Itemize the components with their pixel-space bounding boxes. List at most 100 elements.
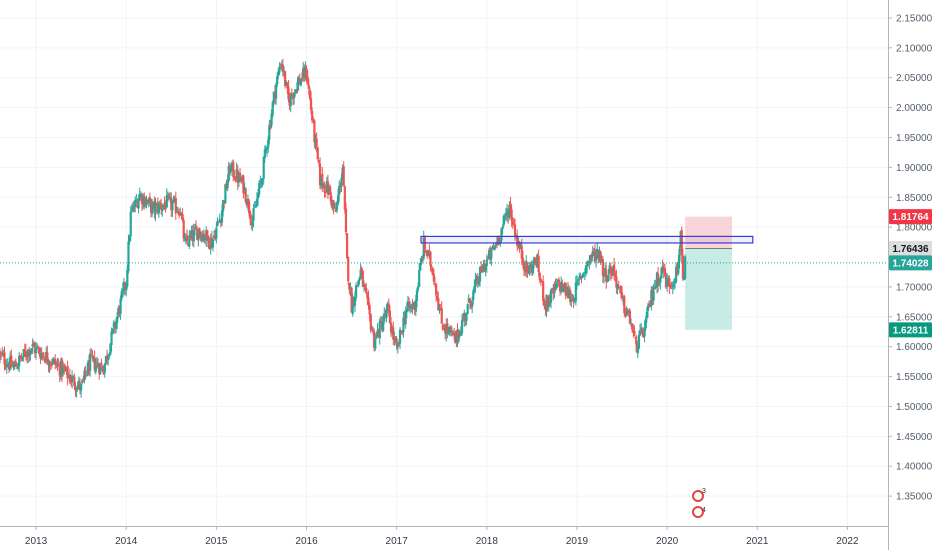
price-badge[interactable] — [889, 209, 932, 225]
candle-body — [16, 365, 20, 369]
candle-body — [370, 330, 373, 332]
candle-body — [162, 204, 165, 208]
candle-body — [18, 355, 21, 367]
candle-body — [368, 304, 371, 315]
chart-zones — [685, 216, 733, 330]
candle-body — [543, 299, 546, 306]
candle-body — [340, 178, 343, 187]
candle-body — [668, 278, 671, 288]
candle-body — [499, 240, 502, 243]
candle-body — [682, 277, 686, 280]
stop-loss-zone[interactable] — [685, 216, 733, 249]
candle-body — [407, 301, 411, 308]
price-badge[interactable] — [889, 255, 932, 271]
candle-body — [670, 285, 673, 287]
candle-body — [3, 352, 6, 365]
candle-body — [655, 272, 659, 287]
candle-body — [654, 285, 657, 288]
candle-body — [247, 200, 251, 214]
candle-body — [454, 333, 457, 344]
candle-body — [76, 385, 79, 389]
price-badge-label: 1.74028 — [892, 258, 929, 269]
candle-body — [156, 203, 159, 213]
candle-body — [529, 264, 532, 266]
take-profit-zone[interactable] — [685, 248, 733, 330]
candle-body — [633, 331, 636, 336]
candle-body — [365, 288, 368, 294]
economic-events[interactable]: 3 4 — [692, 488, 706, 518]
candle-body — [276, 76, 279, 85]
candle-body — [353, 297, 357, 306]
candle-body — [80, 383, 83, 391]
candle-body — [577, 279, 580, 281]
candle-body — [193, 227, 197, 230]
candle-body — [625, 311, 628, 315]
candle-body — [455, 330, 458, 343]
candle-body — [650, 290, 653, 307]
time-axis[interactable]: 2013 2014 2015 2016 2017 2018 2019 2020 2021 2022 — [0, 526, 888, 547]
candle-body — [13, 362, 16, 367]
candle-body — [112, 322, 115, 328]
price-badge[interactable] — [889, 240, 932, 256]
candle-body — [413, 302, 416, 311]
candle-body — [252, 208, 255, 221]
candle-body — [255, 199, 259, 207]
candle-body — [635, 340, 638, 352]
candle-body — [351, 298, 354, 315]
candle-body — [433, 283, 437, 285]
candle-body — [395, 343, 398, 346]
candle-body — [64, 368, 67, 372]
candle-body — [511, 220, 514, 225]
resistance-zone[interactable] — [420, 235, 754, 244]
price-badge[interactable] — [889, 322, 932, 338]
candle-body — [41, 353, 44, 355]
event-marker-3[interactable] — [692, 490, 704, 502]
candle-body — [515, 234, 518, 237]
candle-body — [260, 180, 263, 184]
candle-body — [642, 332, 645, 338]
candle-body — [171, 203, 174, 211]
candle-body — [436, 296, 439, 300]
candle-body — [616, 284, 619, 289]
candle-body — [640, 327, 643, 329]
candle-body — [681, 255, 685, 279]
candle-body — [242, 175, 245, 194]
candle-body — [595, 253, 598, 261]
candle-body — [207, 235, 210, 247]
candle-body — [393, 337, 396, 341]
candle-body — [403, 317, 406, 323]
candle-body — [213, 235, 216, 239]
candle-body — [458, 331, 461, 337]
candle-body — [583, 272, 586, 274]
candle-body — [120, 291, 123, 299]
candle-body — [93, 357, 96, 370]
candle-body — [684, 256, 687, 279]
candle-body — [638, 329, 642, 336]
candle-body — [225, 182, 228, 189]
candle-body — [566, 288, 570, 299]
candle-body — [77, 381, 80, 386]
candle-body — [378, 320, 381, 339]
candle-body — [386, 304, 389, 309]
candle-body — [32, 342, 35, 347]
candle-body — [374, 339, 377, 349]
candle-body — [30, 348, 33, 352]
candle-body — [649, 304, 652, 307]
candle-body — [481, 266, 484, 273]
candle-body — [462, 318, 465, 321]
candle-body — [228, 165, 231, 174]
candle-body — [554, 284, 557, 289]
candle-body — [234, 180, 237, 182]
candle-body — [341, 167, 344, 180]
candle-body — [555, 283, 558, 289]
candle-body — [103, 363, 106, 373]
candle-body — [463, 313, 466, 321]
event-marker-4[interactable] — [692, 506, 704, 518]
candle-body — [253, 206, 256, 208]
price-axis[interactable]: 2.15000 2.10000 2.05000 2.00000 1.95000 1.900… — [888, 0, 932, 550]
candle-body — [562, 288, 565, 292]
candle-body — [309, 98, 313, 111]
candle-body — [2, 353, 5, 356]
candle-body — [502, 215, 505, 226]
